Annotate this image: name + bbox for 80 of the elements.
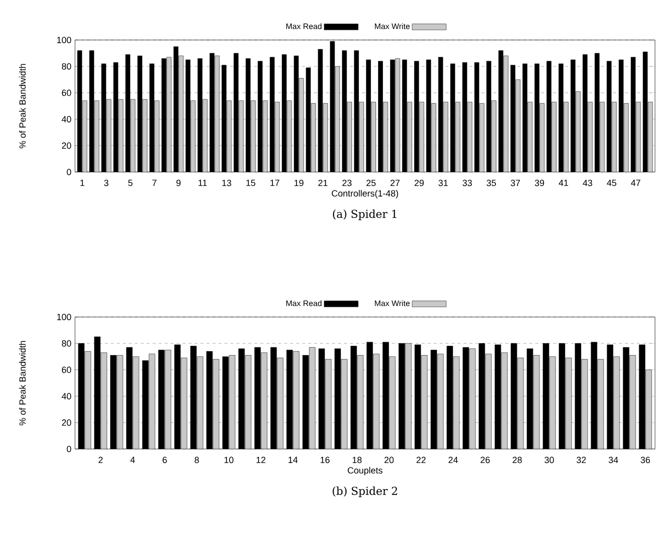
bar [357, 355, 364, 449]
bar [228, 355, 236, 449]
bar [373, 354, 380, 449]
bar [309, 347, 316, 449]
bar [244, 355, 252, 449]
y-tick-label: 60 [62, 366, 72, 373]
bar [597, 359, 604, 449]
x-tick-label: 43 [582, 180, 592, 186]
text: (a) Spider 1 [332, 210, 396, 220]
x-tick-label: 26 [480, 456, 490, 464]
x-tick-label: 33 [462, 180, 472, 186]
x-tick-label: 36 [640, 456, 650, 464]
y-tick-label: 0 [66, 168, 72, 176]
x-tick-label: 1 [80, 180, 84, 186]
x-tick-label: 10 [224, 456, 234, 464]
y-tick-label: 80 [62, 340, 72, 347]
x-tick-label: 13 [222, 180, 232, 186]
y-tick-label: 100 [57, 314, 72, 320]
x-tick-label: 24 [448, 456, 458, 464]
x-tick-label: 16 [320, 456, 330, 464]
x-tick-label: 37 [510, 180, 520, 186]
x-tick-label: 29 [414, 180, 424, 186]
bar [341, 359, 348, 449]
x-tick-label: 11 [198, 180, 207, 186]
bar [293, 351, 300, 449]
y-tick-label: 0 [66, 446, 72, 452]
bar [646, 370, 652, 449]
y-tick-label: 100 [57, 36, 72, 44]
x-tick-label: 28 [512, 456, 522, 464]
x-tick-label: 4 [130, 456, 135, 463]
bar [581, 359, 588, 449]
x-tick-label: 27 [390, 180, 400, 186]
x-tick-label: 6 [162, 456, 167, 464]
y-axis-title: % of Peak Bandwidth [19, 340, 26, 426]
x-tick-label: 25 [366, 180, 376, 186]
y-tick-label: 40 [62, 116, 72, 122]
bar [437, 354, 444, 449]
x-tick-label: 32 [576, 456, 586, 464]
x-tick-label: 14 [288, 456, 298, 463]
x-tick-label: 15 [246, 180, 256, 186]
x-tick-label: 8 [194, 456, 199, 464]
y-axis-title: % of Peak Bandwidth [19, 64, 26, 148]
x-tick-label: 17 [270, 180, 280, 186]
bar [325, 359, 332, 449]
x-tick-label: 23 [342, 180, 352, 186]
y-tick-label: 20 [62, 419, 72, 426]
x-tick-label: 7 [152, 180, 156, 186]
bar [389, 356, 396, 449]
x-tick-label: 20 [384, 456, 394, 464]
text: (b) Spider 2 [332, 486, 398, 498]
bar [614, 356, 620, 449]
y-tick-label: 20 [62, 142, 72, 149]
bar [405, 343, 412, 449]
x-axis-title: Controllers(1-48) [332, 190, 398, 198]
x-axis-title: Couplets [348, 466, 382, 476]
x-tick-label: 35 [486, 180, 496, 186]
x-tick-label: 39 [534, 180, 544, 186]
x-tick-label: 41 [558, 180, 568, 186]
x-tick-label: 18 [352, 456, 362, 464]
y-tick-label: 80 [62, 63, 72, 70]
x-tick-label: 34 [608, 456, 618, 464]
x-tick-label: 47 [630, 180, 640, 186]
bar [84, 351, 92, 449]
y-tick-label: 60 [62, 90, 72, 96]
bar [630, 355, 636, 449]
bar [261, 352, 268, 449]
x-tick-label: 21 [318, 180, 328, 186]
y-tick-label: 40 [62, 393, 72, 400]
x-tick-label: 31 [438, 180, 448, 186]
bar [421, 355, 428, 449]
x-tick-label: 22 [416, 456, 426, 464]
x-tick-label: 30 [544, 456, 554, 464]
bar [277, 358, 284, 449]
x-tick-label: 2 [98, 456, 103, 464]
x-tick-label: 9 [176, 180, 181, 186]
x-tick-label: 12 [256, 456, 266, 464]
x-tick-label: 19 [294, 180, 304, 186]
x-tick-label: 45 [606, 180, 616, 186]
x-tick-label: 3 [104, 180, 108, 186]
x-tick-label: 5 [128, 180, 132, 186]
